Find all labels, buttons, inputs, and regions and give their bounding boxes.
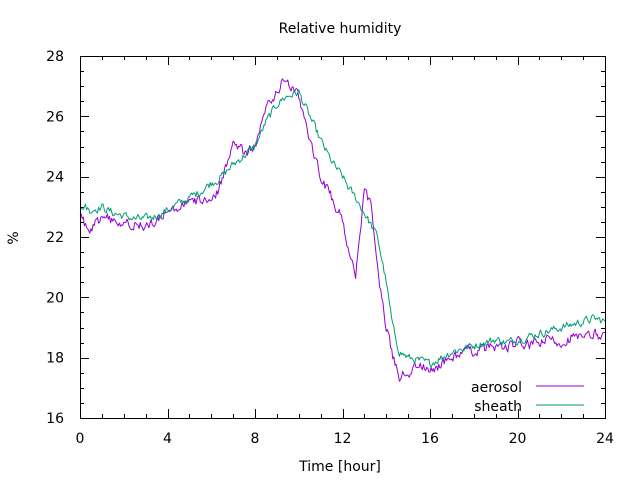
y-axis-label: %	[6, 231, 22, 244]
x-tick-label: 0	[76, 431, 85, 447]
chart-title: Relative humidity	[279, 21, 402, 37]
series-lines	[79, 78, 606, 382]
legend-label-aerosol: aerosol	[471, 380, 522, 396]
y-tick-label: 18	[46, 351, 64, 367]
tick-marks	[80, 56, 606, 419]
y-tick-label: 20	[46, 290, 64, 306]
x-tick-label: 8	[251, 431, 260, 447]
x-tick-label: 16	[421, 431, 439, 447]
series-line-aerosol	[79, 78, 606, 382]
plot-frame	[80, 56, 606, 419]
legend: aerosol sheath	[471, 380, 584, 415]
y-tick-label: 22	[46, 230, 64, 246]
legend-label-sheath: sheath	[474, 399, 522, 415]
x-tick-labels: 0 4 8 12 16 20 24	[76, 431, 614, 447]
y-tick-label: 28	[46, 49, 64, 65]
x-tick-label: 12	[334, 431, 352, 447]
y-tick-label: 16	[46, 411, 64, 427]
y-tick-label: 26	[46, 109, 64, 125]
x-tick-label: 24	[596, 431, 614, 447]
y-tick-labels: 16 18 20 22 24 26 28	[46, 49, 64, 427]
x-axis-label: Time [hour]	[298, 459, 381, 475]
series-line-sheath	[79, 89, 606, 368]
x-tick-label: 20	[509, 431, 527, 447]
y-tick-label: 24	[46, 170, 64, 186]
x-tick-label: 4	[163, 431, 172, 447]
